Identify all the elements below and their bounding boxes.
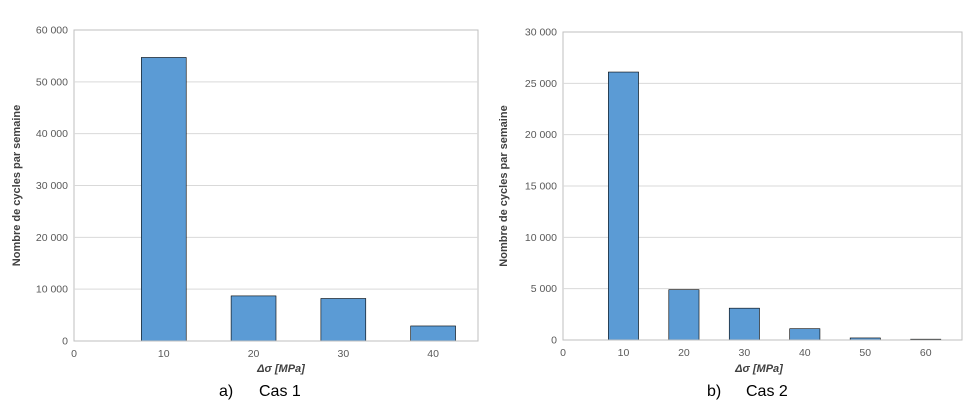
x-tick-label: 30: [337, 348, 349, 360]
chart-cas-2: 0 5 000 10 000 15 000 20 000 25 000 30 000 0 10 2…: [498, 27, 963, 400]
x-axis-label: Δσ [MPa]: [256, 363, 305, 375]
y-tick-label: 50 000: [36, 76, 68, 88]
y-tick-label: 10 000: [525, 232, 557, 244]
x-tick-label: 30: [739, 347, 751, 359]
y-tick-label: 15 000: [525, 181, 557, 193]
bar-30: [728, 307, 760, 341]
x-tick-label: 10: [158, 348, 170, 360]
caption-letter: a): [219, 383, 233, 400]
x-tick-label: 40: [427, 348, 439, 360]
x-tick-label: 0: [71, 348, 77, 360]
y-tick-label: 10 000: [36, 284, 68, 296]
caption-text: Cas 2: [746, 383, 788, 400]
bar-40: [410, 325, 456, 342]
y-tick-label: 30 000: [525, 27, 557, 39]
y-tick-label: 0: [551, 335, 557, 347]
x-axis-label: Δσ [MPa]: [734, 363, 783, 375]
caption-text: Cas 1: [259, 383, 301, 400]
x-tick-label: 60: [920, 347, 932, 359]
x-tick-label: 0: [560, 347, 566, 359]
bar-10: [608, 71, 639, 341]
caption-letter: b): [707, 383, 721, 400]
bar-10: [141, 57, 187, 342]
y-tick-label: 5 000: [531, 283, 557, 295]
y-tick-label: 0: [62, 336, 68, 348]
y-tick-label: 20 000: [525, 129, 557, 141]
x-tick-label: 20: [248, 348, 260, 360]
y-tick-label: 25 000: [525, 78, 557, 90]
x-tick-label: 40: [799, 347, 811, 359]
y-tick-label: 60 000: [36, 25, 68, 37]
x-tick-label: 10: [618, 347, 630, 359]
y-axis-label: Nombre de cycles par semaine: [498, 105, 510, 266]
chart-cas-1: 0 10 000 20 000 30 000 40 000 50 000 60 000 0 10…: [11, 25, 479, 400]
y-tick-label: 30 000: [36, 180, 68, 192]
y-tick-label: 40 000: [36, 128, 68, 140]
y-tick-label: 20 000: [36, 232, 68, 244]
bar-40: [789, 328, 821, 341]
bar-20: [668, 289, 700, 341]
x-tick-label: 20: [678, 347, 690, 359]
bar-20: [230, 295, 277, 342]
bar-30: [320, 298, 367, 342]
x-tick-label: 50: [859, 347, 871, 359]
y-axis-label: Nombre de cycles par semaine: [11, 105, 23, 266]
